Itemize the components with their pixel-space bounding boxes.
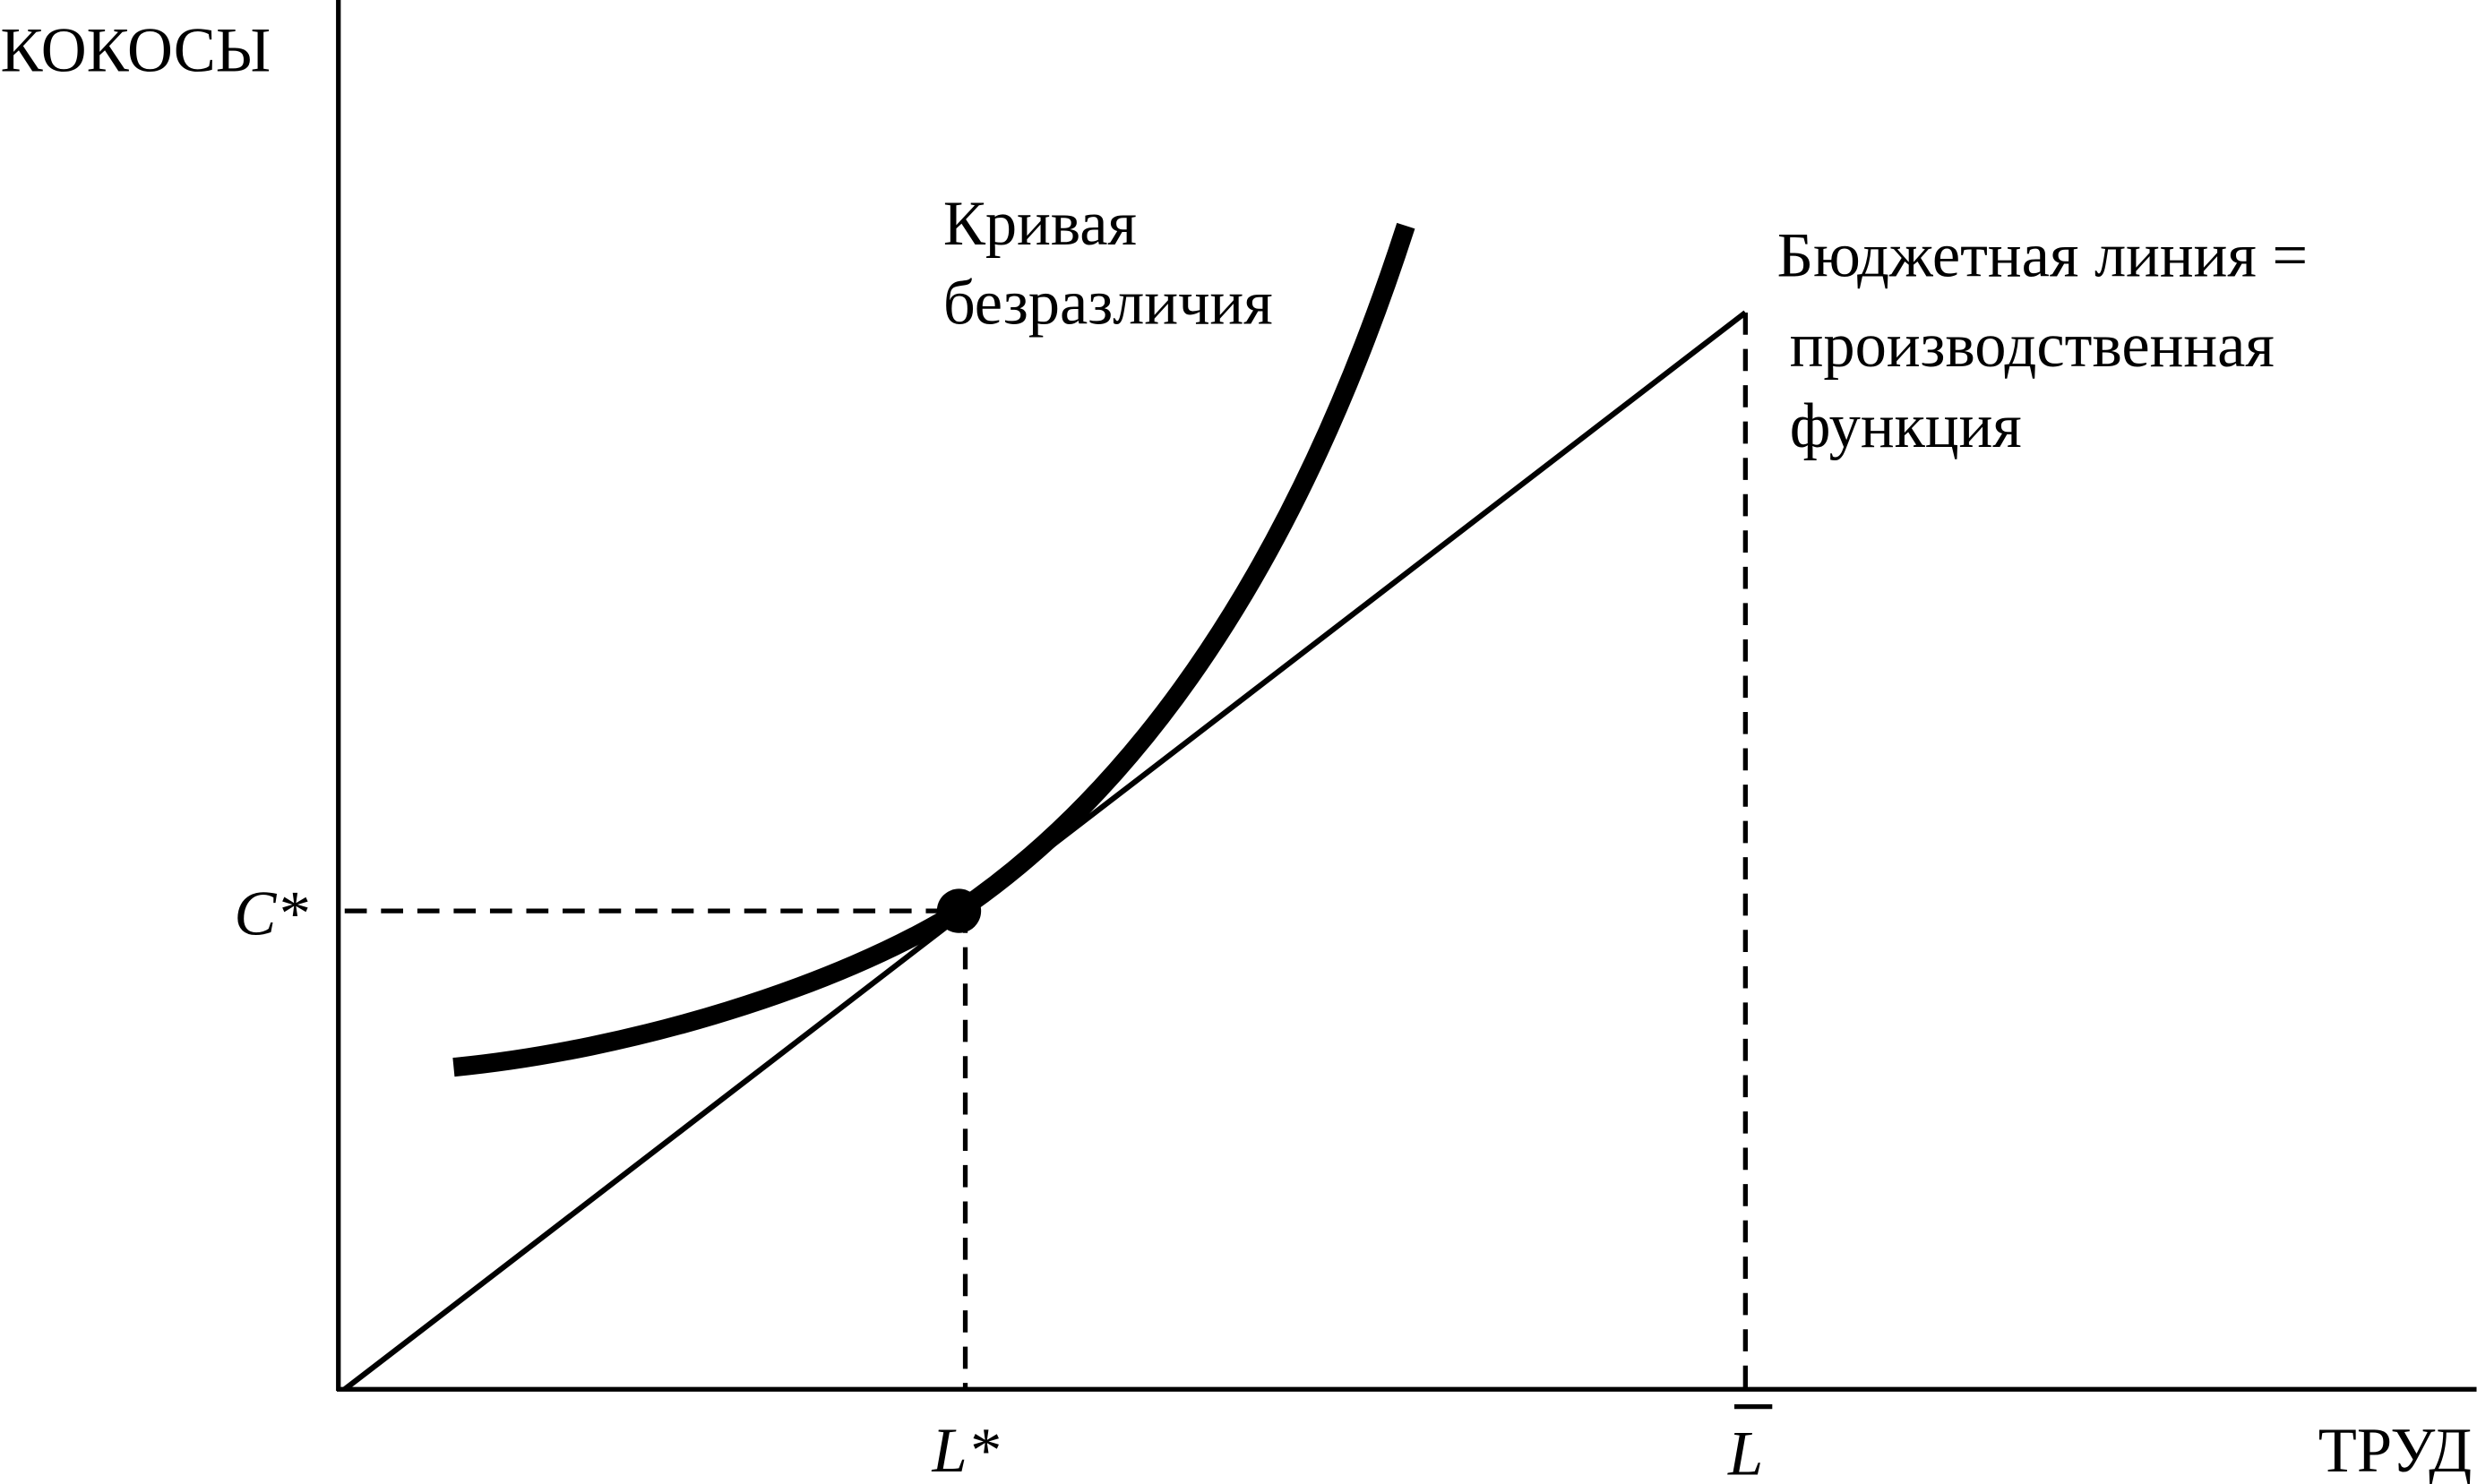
indifference-curve [452,222,1415,1077]
equilibrium-point [936,888,982,933]
x-axis-label: ТРУД [2318,1416,2472,1484]
indifference-label: Кривая [943,189,1137,259]
budget-label: производственная [1790,311,2275,381]
l-bar-label: L [1727,1419,1763,1484]
budget-label: функция [1790,391,2022,461]
budget-label: Бюджетная линия = [1777,220,2309,290]
c-star-label: C* [234,879,308,949]
y-axis-label: КОКОСЫ [0,15,271,85]
l-star-label: L* [932,1416,1000,1484]
indifference-label: безразличия [943,268,1273,338]
